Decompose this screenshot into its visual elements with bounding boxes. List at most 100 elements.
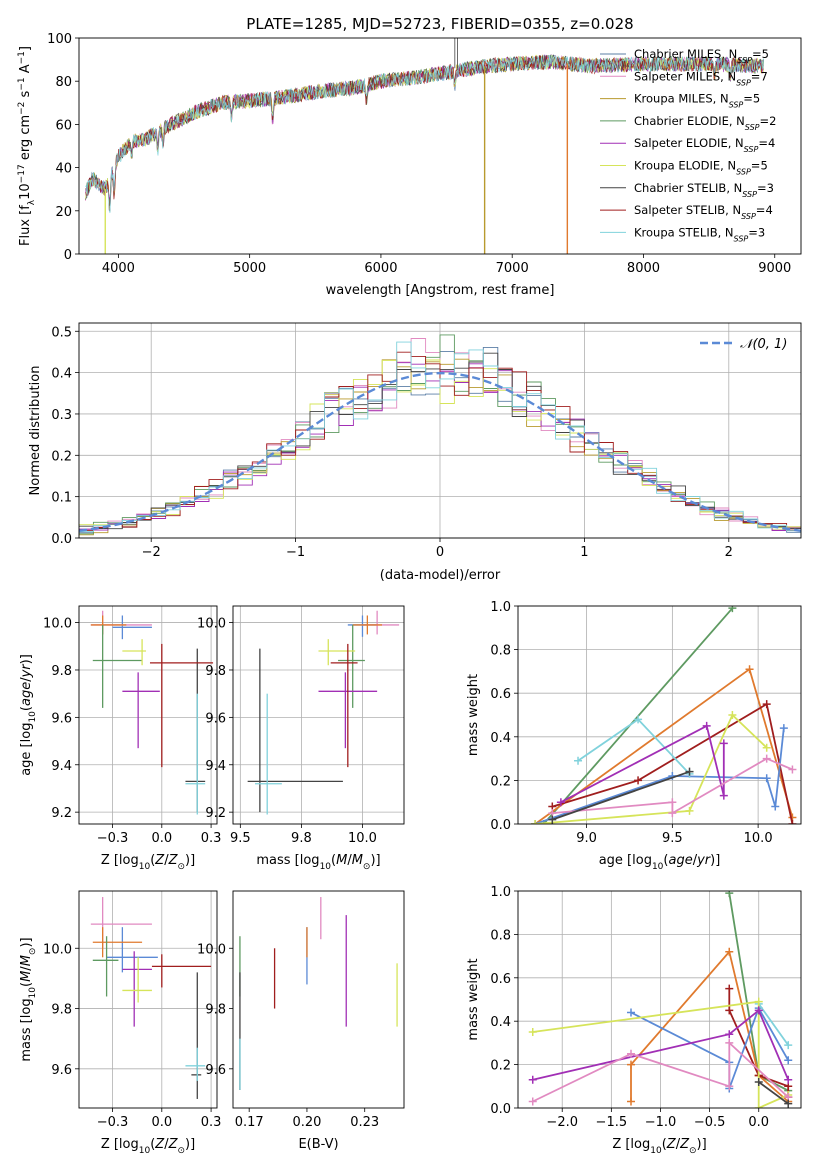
legend-entry: Chabrier MILES, NSSP=5 [634, 47, 769, 65]
y-tick-label: 0.0 [51, 532, 72, 547]
y-tick-label: 0.8 [490, 644, 511, 659]
weight-marker [788, 765, 797, 774]
xlabel: E(B-V) [298, 1137, 338, 1152]
x-tick-label: −1 [286, 545, 305, 560]
axes-frame [232, 890, 405, 1109]
errorbar-point [122, 957, 152, 1003]
y-label-part: −17 [17, 164, 27, 183]
y-tick-label: 0.5 [51, 325, 72, 340]
y-tick-label: 10.0 [43, 617, 72, 632]
xlabel: Z [log10(Z/Z⊙)] [612, 1137, 706, 1156]
plot-area [85, 38, 764, 254]
legend-entry: Chabrier STELIB, NSSP=3 [634, 181, 774, 199]
y-tick-label: 0.2 [490, 774, 511, 789]
x-tick-label: 5000 [233, 261, 266, 276]
x-tick-label: 9.8 [291, 831, 312, 846]
plot-area [90, 897, 212, 1099]
y-label-part: −1 [17, 77, 27, 90]
x-axis-label: (data-model)/error [380, 568, 501, 583]
errorbar-point [122, 672, 160, 749]
x-tick-label: 0.17 [235, 1115, 264, 1130]
x-tick-label: 0.0 [151, 831, 172, 846]
spectrum-line [85, 54, 764, 213]
weight-marker [528, 1028, 537, 1037]
errorbar-point [338, 624, 365, 708]
weight-marker [668, 798, 677, 807]
weight-line [532, 1000, 789, 1108]
y-tick-label: 9.6 [51, 711, 72, 726]
y-tick-label: 0.2 [490, 1059, 511, 1074]
y-tick-label: 0.8 [490, 928, 511, 943]
y-tick-label: 40 [55, 162, 72, 177]
xlabel: Z [log10(Z/Z⊙)] [101, 853, 195, 872]
plot-area [531, 606, 797, 824]
errorbar-point [185, 1047, 206, 1081]
y-tick-label: 10.0 [197, 942, 226, 957]
ylabel: mass [log10(M/M⊙)] [19, 937, 38, 1061]
y-label-part: λ [27, 199, 37, 205]
panel-age-vs-mass: 9.5 9.8 10.0 9.2 9.4 9.6 9.8 10.0 mass [log10(M/… [197, 605, 405, 872]
x-tick-label: 10.0 [348, 831, 377, 846]
x-tick-label: 7000 [496, 261, 529, 276]
weight-line [757, 1003, 789, 1046]
y-axis-label: Flux [fλ10−17 erg cm−2 s−1 A−1] [17, 46, 37, 246]
panel-mass-vs-EBV: 0.17 0.20 0.23 9.6 9.8 10.0 E(B-V) [197, 890, 405, 1152]
y-tick-label: 9.2 [205, 806, 226, 821]
weight-marker [762, 754, 771, 763]
y-tick-label: 0.0 [490, 818, 511, 833]
errorbar-point [90, 615, 127, 635]
plot-area [247, 610, 400, 815]
weight-marker [754, 1006, 763, 1015]
errorbar-point [330, 643, 358, 768]
legend-entry: Salpeter STELIB, NSSP=4 [634, 203, 773, 221]
x-tick-label: 0 [436, 545, 444, 560]
weight-line [560, 724, 725, 803]
plot-area [79, 334, 801, 538]
plot-area [239, 897, 398, 1090]
y-label-part: −2 [17, 102, 27, 115]
x-tick-label: 9.5 [230, 831, 251, 846]
y-label-part: −1 [17, 51, 27, 64]
y-tick-label: 10.0 [43, 942, 72, 957]
y-axis-label: mass weight [466, 674, 481, 756]
errorbar-point [185, 648, 206, 813]
errorbar-point [112, 615, 152, 640]
errorbar-point [149, 643, 214, 768]
y-tick-label: 9.8 [51, 1003, 72, 1018]
axes-frame [78, 890, 218, 1109]
y-tick-label: 0.4 [490, 731, 511, 746]
legend-entry: Chabrier ELODIE, NSSP=2 [634, 114, 776, 131]
errorbar-point [92, 624, 143, 708]
y-tick-label: 80 [55, 75, 72, 90]
errorbar-point [122, 951, 152, 1027]
x-tick-label: 0.0 [151, 1115, 172, 1130]
x-tick-label: 1 [580, 545, 588, 560]
y-tick-label: 0.1 [51, 491, 72, 506]
y-tick-label: 0 [64, 248, 72, 263]
y-tick-label: 9.2 [51, 806, 72, 821]
weight-marker [754, 1077, 763, 1086]
y-label-part: 10 [18, 183, 33, 200]
weight-marker [725, 1082, 734, 1091]
panels: 4000 5000 6000 7000 8000 9000020406080100wave… [17, 32, 802, 1156]
panel-weight-vs-age: 9.0 9.5 10.0 0.0 0.2 0.4 0.6 0.8 1.0 age [log10(a… [466, 600, 802, 872]
y-axis-label: mass weight [466, 958, 481, 1040]
errorbar-point [254, 693, 282, 815]
figure-title: PLATE=1285, MJD=52723, FIBERID=0355, z=0… [246, 15, 633, 33]
x-tick-label: −0.3 [97, 831, 129, 846]
weight-marker [784, 1099, 793, 1108]
weight-marker [762, 700, 771, 709]
weight-marker [771, 802, 780, 811]
y-label-part: s [18, 90, 33, 101]
weight-marker [728, 606, 737, 613]
x-tick-label: 9.0 [576, 831, 597, 846]
y-tick-label: 9.8 [205, 664, 226, 679]
errorbar-point [90, 897, 152, 949]
legend-entry: 𝒩(0, 1) [740, 337, 787, 352]
axes-frame [232, 605, 405, 825]
weight-marker [719, 791, 728, 800]
weight-marker [784, 1056, 793, 1065]
y-label-part: A [18, 64, 33, 77]
y-tick-label: 0.4 [490, 1015, 511, 1030]
